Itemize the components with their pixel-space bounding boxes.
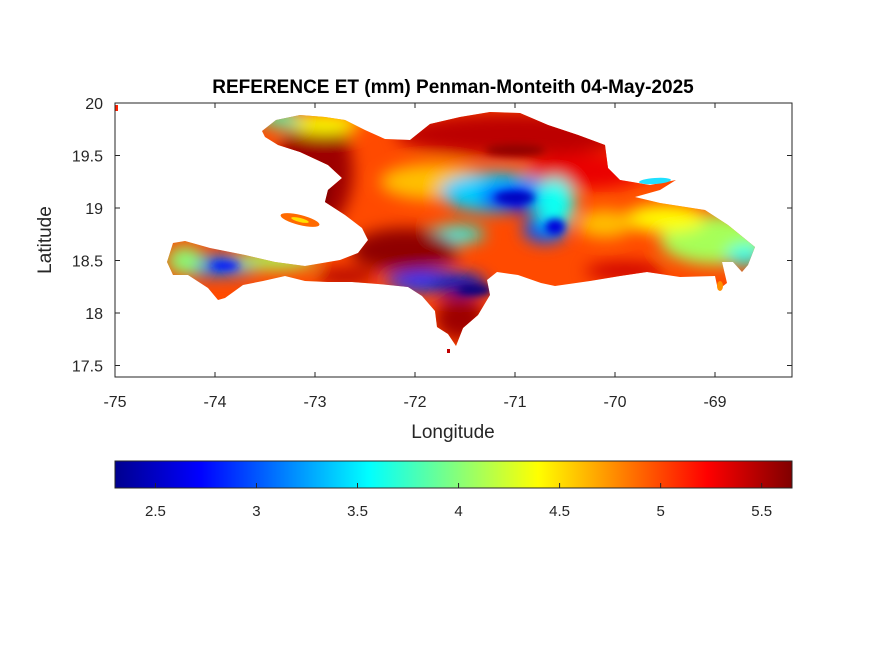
x-tick-label: -73 (303, 394, 326, 411)
et-spot (485, 144, 545, 157)
x-axis: -75 -74 -73 -72 -71 -70 -69 (103, 103, 727, 411)
colorbar-tick-label: 2.5 (145, 503, 166, 520)
colorbar-ticks: 2.5 3 3.5 4 4.5 5 5.5 (145, 483, 772, 520)
y-axis-title: Latitude (35, 206, 56, 274)
colorbar-tick-label: 3 (252, 503, 260, 520)
y-tick-label: 19 (85, 201, 103, 218)
corner-speck (115, 105, 118, 111)
colorbar-tick-label: 5 (656, 503, 664, 520)
island-saona (717, 281, 723, 291)
et-spot (495, 191, 535, 204)
et-blob (315, 268, 375, 285)
colorbar (114, 460, 793, 489)
beata-speck (447, 349, 450, 353)
axes-frame (114, 102, 793, 378)
et-blob (535, 177, 575, 228)
colorbar-tick-label: 5.5 (751, 503, 772, 520)
x-tick-label: -69 (703, 394, 726, 411)
colorbar-tick-label: 3.5 (347, 503, 368, 520)
y-tick-label: 18 (85, 306, 103, 323)
et-blob (625, 204, 705, 233)
colorbar-tick-label: 4 (454, 503, 462, 520)
x-tick-label: -74 (203, 394, 226, 411)
y-tick-label: 20 (85, 96, 103, 113)
x-axis-title: Longitude (411, 422, 494, 443)
x-tick-label: -75 (103, 394, 126, 411)
y-tick-label: 18.5 (72, 254, 103, 271)
island-gonave (639, 177, 671, 185)
y-tick-label: 17.5 (72, 359, 103, 376)
et-spot (457, 284, 493, 295)
island-tortuga-core (291, 217, 309, 223)
et-blob (577, 209, 633, 238)
colorbar-tick-label: 4.5 (549, 503, 570, 520)
x-tick-label: -71 (503, 394, 526, 411)
x-tick-label: -70 (603, 394, 626, 411)
et-spot (211, 261, 239, 270)
et-blob (350, 228, 460, 272)
plot-title: REFERENCE ET (mm) Penman-Monteith 04-May… (212, 77, 694, 98)
et-spot (545, 218, 565, 235)
y-axis: 17.5 18 18.5 19 19.5 20 (72, 96, 792, 376)
y-tick-label: 19.5 (72, 149, 103, 166)
et-blob (167, 246, 203, 275)
x-tick-label: -72 (403, 394, 426, 411)
